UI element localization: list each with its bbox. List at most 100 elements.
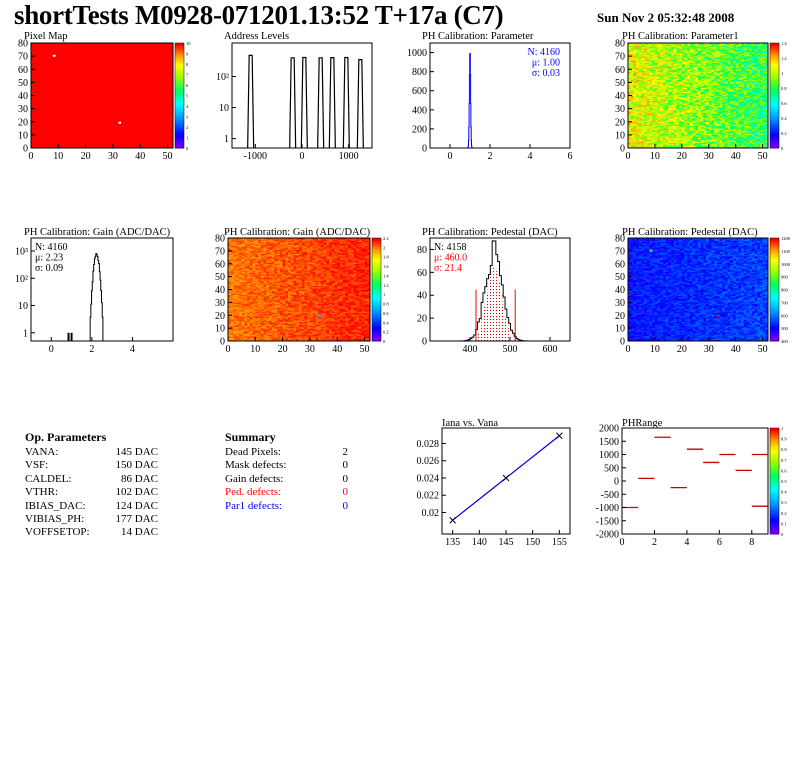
heatmap-cell — [638, 43, 642, 45]
heatmap-cell — [630, 103, 634, 105]
heatmap-cell — [727, 62, 731, 65]
heatmap-cell — [633, 90, 637, 92]
heatmap-cell — [628, 61, 631, 63]
heatmap-cell — [628, 77, 631, 79]
heatmap-cell — [714, 57, 718, 60]
heatmap-cell — [668, 123, 672, 125]
heatmap-cell — [727, 92, 731, 95]
heatmap-cell — [646, 145, 650, 147]
heatmap-cell — [703, 98, 707, 100]
heatmap-cell — [708, 66, 712, 69]
heatmap-cell — [681, 43, 685, 45]
heatmap-cell — [636, 85, 640, 87]
heatmap-cell — [719, 86, 723, 88]
heatmap-cell — [641, 57, 645, 60]
heatmap-cell — [641, 61, 645, 63]
heatmap-cell — [663, 88, 666, 91]
heatmap-cell — [657, 50, 661, 53]
heatmap-cell — [722, 103, 726, 105]
heatmap-cell — [711, 145, 715, 147]
heatmap-cell — [687, 127, 691, 129]
heatmap-cell — [646, 106, 650, 108]
heatmap-cell — [684, 91, 688, 94]
heatmap-cell — [684, 125, 688, 128]
heatmap-cell — [703, 145, 707, 147]
heatmap-cell — [724, 129, 728, 132]
heatmap-cell — [671, 104, 675, 107]
heatmap-cell — [636, 90, 640, 92]
heatmap-cell — [641, 125, 645, 128]
x-tick-label: 0 — [29, 151, 34, 162]
heatmap-cell — [665, 137, 669, 140]
heatmap-cell — [652, 74, 656, 77]
heatmap-cell — [665, 142, 669, 145]
heatmap-cell — [684, 58, 688, 61]
heatmap-cell — [724, 123, 728, 125]
heatmap-cell — [700, 43, 704, 45]
heatmap-cell — [695, 77, 699, 79]
heatmap-cell — [646, 98, 650, 100]
heatmap-cell — [681, 73, 685, 75]
heatmap-cell — [698, 121, 701, 124]
heatmap-cell — [654, 82, 658, 84]
heatmap-cell — [692, 70, 696, 73]
heatmap-cell — [706, 88, 710, 91]
heatmap-cell — [641, 79, 645, 82]
heatmap-cell — [644, 99, 648, 102]
stat-label: N: 4160 — [528, 47, 561, 58]
heatmap-cell — [665, 86, 669, 88]
heatmap-cell — [700, 71, 704, 74]
heatmap-cell — [676, 52, 680, 54]
heatmap-cell — [716, 78, 720, 81]
heatmap-cell — [673, 99, 677, 102]
heatmap-cell — [628, 43, 631, 45]
heatmap-cell — [687, 83, 691, 86]
heatmap-cell — [665, 125, 669, 128]
heatmap-cell — [641, 130, 645, 133]
heatmap-cell — [703, 74, 707, 77]
heatmap-cell — [628, 60, 631, 62]
heatmap-cell — [700, 64, 704, 66]
colorbar-segment — [175, 61, 184, 65]
heatmap-cell — [654, 141, 658, 144]
heatmap-cell — [663, 71, 666, 74]
heatmap-cell — [628, 128, 631, 130]
heatmap-cell — [722, 142, 726, 145]
heatmap-cell — [654, 56, 658, 58]
heatmap-cell — [724, 125, 728, 128]
heatmap-cell — [698, 102, 701, 104]
heatmap-cell — [660, 102, 664, 104]
heatmap-cell — [628, 49, 631, 52]
heatmap-cell — [636, 117, 640, 120]
heatmap-cell — [722, 45, 726, 48]
heatmap-cell — [711, 133, 715, 136]
heatmap-cell — [724, 81, 728, 83]
heatmap-cell — [671, 138, 675, 141]
heatmap-cell — [676, 107, 680, 109]
heatmap-cell — [708, 129, 712, 132]
heatmap-cell — [689, 53, 693, 56]
heatmap-cell — [676, 103, 680, 105]
colorbar-segment — [175, 142, 184, 146]
heatmap-cell — [654, 53, 658, 56]
heatmap-cell — [700, 111, 704, 113]
heatmap-cell — [676, 115, 680, 117]
heatmap-cell — [673, 77, 677, 79]
heatmap-cell — [689, 95, 693, 98]
heatmap-cell — [722, 92, 726, 95]
heatmap-cell — [695, 134, 699, 137]
heatmap-cell — [641, 113, 645, 116]
heatmap-cell — [687, 103, 691, 105]
heatmap-cell — [633, 61, 637, 63]
heatmap-cell — [692, 91, 696, 94]
heatmap-cell — [730, 90, 734, 92]
heatmap-cell — [641, 81, 645, 83]
heatmap-cell — [714, 142, 718, 145]
heatmap-cell — [633, 45, 637, 48]
heatmap-cell — [719, 79, 723, 82]
y-tick-label: 80 — [18, 39, 28, 50]
heatmap-cell — [630, 128, 634, 130]
heatmap-cell — [673, 45, 677, 48]
heatmap-cell — [711, 100, 715, 103]
heatmap-cell — [700, 106, 704, 108]
